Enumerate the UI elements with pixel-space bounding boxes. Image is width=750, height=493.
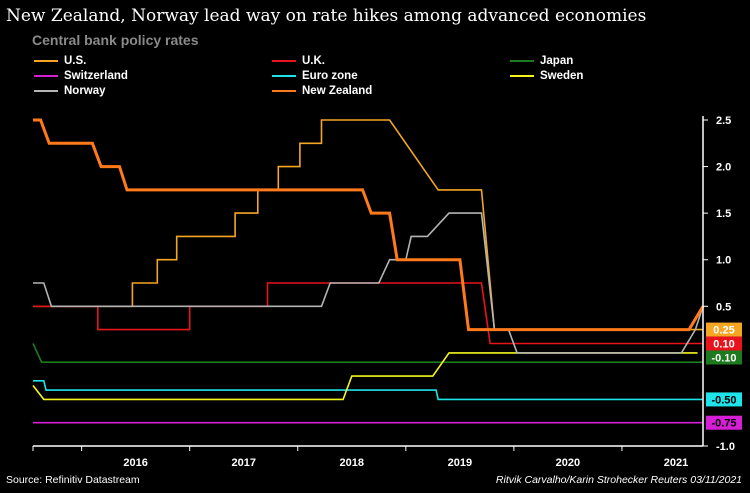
end-label-box: [706, 392, 742, 407]
legend-swatch-switzerland: [34, 75, 58, 77]
legend-label-sweden: Sweden: [540, 70, 584, 82]
legend-label-uk: U.K.: [302, 55, 325, 67]
end-label-box: [706, 322, 742, 337]
end-label-text: 0.25: [713, 325, 734, 337]
end-label-box: [706, 336, 742, 351]
end-label-text: 0.10: [713, 339, 734, 351]
legend-swatch-japan: [510, 60, 534, 62]
series-line-norway: [33, 212, 704, 354]
x-tick-label: 2019: [448, 457, 472, 469]
series-line-new-zealand: [33, 118, 705, 332]
end-label: 0.10: [706, 336, 742, 351]
end-label-box: [706, 350, 742, 365]
y-tick-label: 1.5: [716, 208, 731, 220]
legend-label-norway: Norway: [64, 85, 106, 97]
x-tick-label: 2018: [340, 457, 364, 469]
legend: U.S. U.K. Japan Switzerland Euro zone Sw…: [0, 54, 750, 98]
legend-swatch-uk: [272, 60, 296, 62]
y-tick-label: 1.0: [716, 255, 731, 267]
series-line-u-s-: [33, 119, 703, 331]
legend-swatch-norway: [34, 90, 58, 92]
series-line-japan: [32, 343, 703, 363]
series-line-sweden: [32, 352, 698, 401]
end-label-text: -0.50: [711, 394, 736, 406]
legend-label-euro-zone: Euro zone: [302, 70, 358, 82]
x-tick-label: 2020: [556, 457, 580, 469]
legend-swatch-us: [34, 60, 58, 62]
legend-swatch-new-zealand: [272, 90, 296, 92]
source-note: Source: Refinitiv Datastream: [6, 474, 140, 486]
legend-label-switzerland: Switzerland: [64, 70, 128, 82]
y-tick-label: -1.0: [716, 441, 735, 453]
x-tick-label: 2021: [664, 457, 688, 469]
end-labels: 0.25 0.10 -0.10 -0.50 -0.75: [706, 322, 742, 430]
end-label-box: [706, 415, 742, 430]
legend-swatch-euro-zone: [272, 75, 296, 77]
credit-note: Ritvik Carvalho/Karin Strohecker Reuters…: [495, 474, 742, 486]
end-label: 0.25: [706, 322, 742, 337]
end-label: -0.50: [706, 392, 742, 407]
end-label: -0.10: [706, 350, 742, 365]
series-lines: [32, 118, 705, 424]
chart-subtitle: Central bank policy rates: [32, 32, 199, 48]
legend-label-japan: Japan: [540, 55, 574, 67]
end-label-text: -0.10: [711, 353, 736, 365]
end-label: -0.75: [706, 415, 742, 430]
end-label-text: -0.75: [711, 418, 736, 430]
legend-label-us: U.S.: [64, 55, 87, 67]
series-line-u-k-: [33, 282, 703, 345]
x-tick-label: 2017: [231, 457, 255, 469]
y-tick-label: 2.5: [716, 115, 731, 127]
y-tick-label: 2.0: [716, 162, 731, 174]
legend-label-new-zealand: New Zealand: [302, 85, 373, 97]
chart-title: New Zealand, Norway lead way on rate hik…: [6, 6, 647, 26]
x-tick-label: 2016: [123, 457, 147, 469]
legend-swatch-sweden: [510, 75, 534, 77]
y-tick-label: 0.5: [716, 301, 731, 313]
series-line-euro-zone: [33, 380, 703, 401]
axes: -1.0 0.5 1.0 1.5 2.0 2.5 2016 2017 2018 2019 2020 2…: [32, 115, 735, 469]
